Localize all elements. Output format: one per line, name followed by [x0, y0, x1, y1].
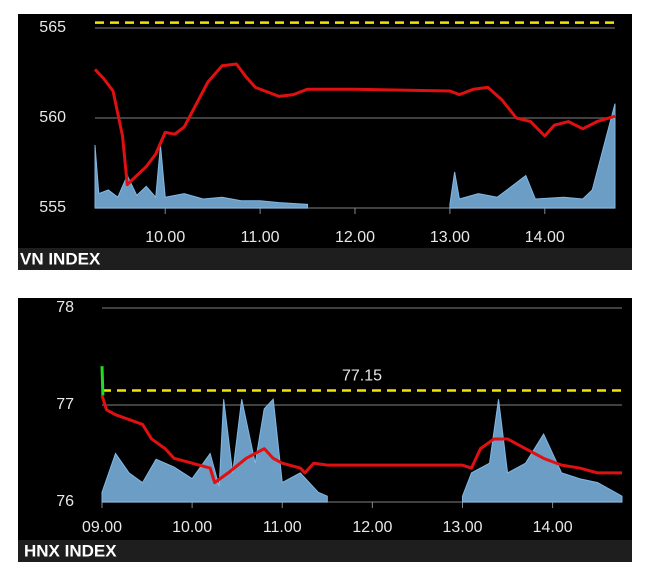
- x-tick-label: 10.00: [145, 229, 185, 246]
- y-tick-label: 560: [39, 109, 66, 126]
- x-tick-label: 10.00: [172, 519, 212, 536]
- price-line: [100, 394, 622, 485]
- x-tick-label: 11.00: [241, 229, 280, 246]
- x-tick-label: 13.00: [442, 519, 482, 536]
- volume-area: [101, 398, 623, 503]
- x-tick-label: 12.00: [352, 519, 392, 536]
- x-tick-label: 13.00: [430, 229, 470, 246]
- x-tick-label: 11.00: [263, 519, 302, 536]
- title-bar: [18, 540, 632, 562]
- panel: [18, 298, 632, 540]
- chart-title: HNX INDEX: [24, 541, 117, 560]
- reference-label: 77.15: [342, 368, 382, 385]
- x-tick-label: 09.00: [82, 519, 122, 536]
- y-tick-label: 78: [56, 299, 74, 316]
- y-tick-label: 77: [56, 396, 74, 413]
- volume-area: [94, 103, 616, 209]
- x-tick-label: 12.00: [335, 229, 375, 246]
- x-tick-label: 14.00: [525, 229, 565, 246]
- chart-title: VN INDEX: [20, 249, 101, 268]
- y-tick-label: 555: [39, 199, 66, 216]
- x-tick-label: 14.00: [533, 519, 573, 536]
- price-line: [93, 62, 616, 187]
- title-bar: [18, 248, 632, 270]
- y-tick-label: 76: [56, 493, 74, 510]
- y-tick-label: 565: [39, 19, 66, 36]
- price-line: [100, 366, 105, 396]
